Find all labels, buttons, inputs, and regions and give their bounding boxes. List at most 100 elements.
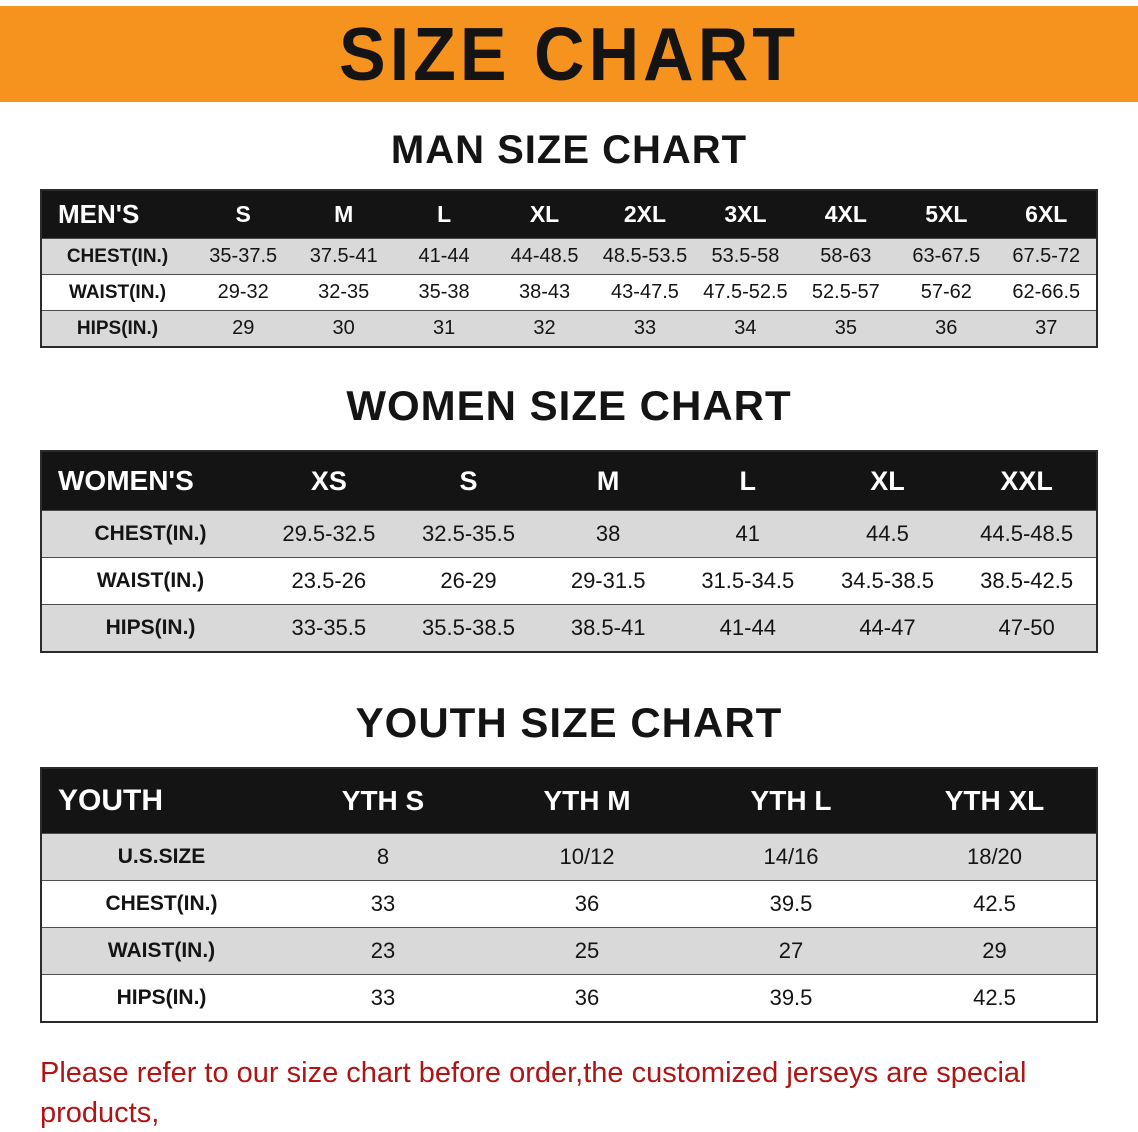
row-label: HIPS(IN.) (116, 986, 207, 1009)
women-size-chart-section: WOMEN SIZE CHART WOMEN'S XS S M L XL XXL CHEST(… (0, 382, 1138, 653)
column-header: L (677, 451, 818, 511)
table-cell: 38 (595, 521, 621, 546)
table-cell: 35.5-38.5 (422, 615, 515, 640)
table-cell: 47-50 (998, 615, 1055, 640)
table-row: CHEST(IN.) 29.5-32.5 32.5-35.5 38 41 44.5 44.5… (41, 510, 1097, 558)
table-row: CHEST(IN.) 35-37.5 37.5-41 41-44 44-48.5 48.5… (41, 238, 1097, 275)
table-cell: 32-35 (318, 281, 370, 303)
table-cell: 57-62 (920, 281, 972, 303)
table-cell: 38.5-41 (570, 615, 646, 640)
column-header: M (538, 451, 678, 511)
table-cell: 8 (376, 844, 390, 869)
column-header: 3XL (695, 190, 796, 239)
row-label: CHEST(IN.) (94, 522, 207, 545)
table-cell: 41-44 (719, 615, 776, 640)
column-header: XS (259, 451, 399, 511)
man-size-chart-section: MAN SIZE CHART MEN'S S M L XL 2XL 3XL 4XL 5XL 6XL… (0, 128, 1138, 348)
table-cell: 67.5-72 (1012, 245, 1081, 267)
table-cell: 31 (432, 317, 456, 339)
table-cell: 41-44 (418, 245, 470, 267)
column-header: S (193, 190, 294, 239)
row-label: HIPS(IN.) (105, 616, 196, 639)
table-cell: 44.5-48.5 (980, 521, 1074, 546)
column-header: M (293, 190, 394, 239)
table-cell: 35 (834, 317, 857, 339)
table-header-row: WOMEN'S XS S M L XL XXL (41, 451, 1097, 511)
row-label: WAIST(IN.) (107, 939, 216, 962)
table-cell: 29-31.5 (570, 568, 646, 593)
table-cell: 33-35.5 (291, 615, 367, 640)
table-cell: 38.5-42.5 (980, 568, 1074, 593)
table-corner-label: WOMEN'S (41, 451, 259, 511)
table-cell: 36 (574, 891, 600, 916)
table-cell: 23.5-26 (291, 568, 367, 593)
table-cell: 37.5-41 (309, 245, 378, 267)
column-header: YTH XL (893, 768, 1097, 834)
table-cell: 36 (935, 317, 958, 339)
row-label: CHEST(IN.) (105, 892, 218, 915)
table-cell: 34.5-38.5 (840, 568, 934, 593)
table-row: WAIST(IN.) 23 25 27 29 (41, 927, 1097, 975)
table-cell: 35-37.5 (209, 245, 278, 267)
table-cell: 32 (533, 317, 556, 339)
mens-size-table: MEN'S S M L XL 2XL 3XL 4XL 5XL 6XL CHEST(IN.) 35-37… (40, 189, 1098, 348)
table-cell: 43-47.5 (611, 281, 679, 303)
table-cell: 31.5-34.5 (701, 568, 795, 593)
column-header: XXL (957, 451, 1097, 511)
table-cell: 62-66.5 (1012, 281, 1081, 303)
man-section-heading: MAN SIZE CHART (390, 128, 748, 172)
table-cell: 38-43 (518, 281, 571, 303)
column-header: L (393, 190, 495, 239)
column-header: YTH S (281, 768, 485, 834)
table-header-row: MEN'S S M L XL 2XL 3XL 4XL 5XL 6XL (41, 190, 1097, 239)
column-header: 5XL (896, 190, 997, 239)
column-header: S (398, 451, 539, 511)
table-cell: 39.5 (769, 985, 813, 1010)
table-row: HIPS(IN.) 33-35.5 35.5-38.5 38.5-41 41-44 44-… (41, 604, 1097, 652)
column-header: 6XL (996, 190, 1097, 239)
table-cell: 52.5-57 (811, 281, 880, 303)
table-cell: 18/20 (966, 844, 1023, 869)
table-row: WAIST(IN.) 23.5-26 26-29 29-31.5 31.5-34.5 34… (41, 557, 1097, 605)
table-cell: 30 (332, 317, 355, 339)
table-cell: 42.5 (973, 985, 1016, 1010)
row-label: WAIST(IN.) (96, 569, 205, 592)
youth-section-heading: YOUTH SIZE CHART (355, 699, 783, 746)
table-corner-label: MEN'S (41, 190, 193, 239)
row-label: HIPS(IN.) (76, 317, 159, 339)
table-cell: 25 (574, 938, 600, 963)
table-cell: 63-67.5 (912, 245, 981, 267)
women-section-heading: WOMEN SIZE CHART (346, 382, 792, 429)
table-row: HIPS(IN.) 33 36 39.5 42.5 (41, 974, 1097, 1022)
table-cell: 48.5-53.5 (602, 245, 688, 267)
table-cell: 34 (734, 317, 757, 339)
table-cell: 58-63 (820, 245, 872, 267)
row-label: WAIST(IN.) (68, 281, 167, 303)
table-cell: 53.5-58 (711, 245, 780, 267)
row-label: CHEST(IN.) (66, 245, 169, 267)
table-row: WAIST(IN.) 29-32 32-35 35-38 38-43 43-47.5 47.… (41, 274, 1097, 311)
table-cell: 33 (633, 317, 657, 339)
column-header: XL (817, 451, 958, 511)
youth-size-chart-section: YOUTH SIZE CHART YOUTH YTH S YTH M YTH L YTH… (0, 699, 1138, 1023)
column-header: XL (494, 190, 595, 239)
table-cell: 47.5-52.5 (703, 281, 788, 303)
table-cell: 23 (370, 938, 396, 963)
table-corner-label: YOUTH (41, 768, 281, 834)
table-row: U.S.SIZE 8 10/12 14/16 18/20 (41, 833, 1097, 881)
table-cell: 44.5 (866, 521, 909, 546)
table-header-row: YOUTH YTH S YTH M YTH L YTH XL (41, 768, 1097, 834)
row-label: U.S.SIZE (117, 845, 206, 868)
table-cell: 10/12 (559, 844, 615, 869)
table-cell: 29 (982, 938, 1007, 963)
table-cell: 33 (370, 985, 396, 1010)
table-cell: 36 (574, 985, 600, 1010)
youth-size-table: YOUTH YTH S YTH M YTH L YTH XL U.S.SIZE 8 10/12… (40, 767, 1098, 1023)
size-chart-banner: SIZE CHART (0, 6, 1138, 102)
banner-title: SIZE CHART (339, 11, 799, 97)
column-header: 4XL (795, 190, 897, 239)
column-header: YTH L (689, 768, 893, 834)
table-cell: 33 (370, 891, 396, 916)
table-cell: 29 (232, 317, 255, 339)
womens-size-table: WOMEN'S XS S M L XL XXL CHEST(IN.) 29.5-32.5 32.5… (40, 450, 1098, 653)
